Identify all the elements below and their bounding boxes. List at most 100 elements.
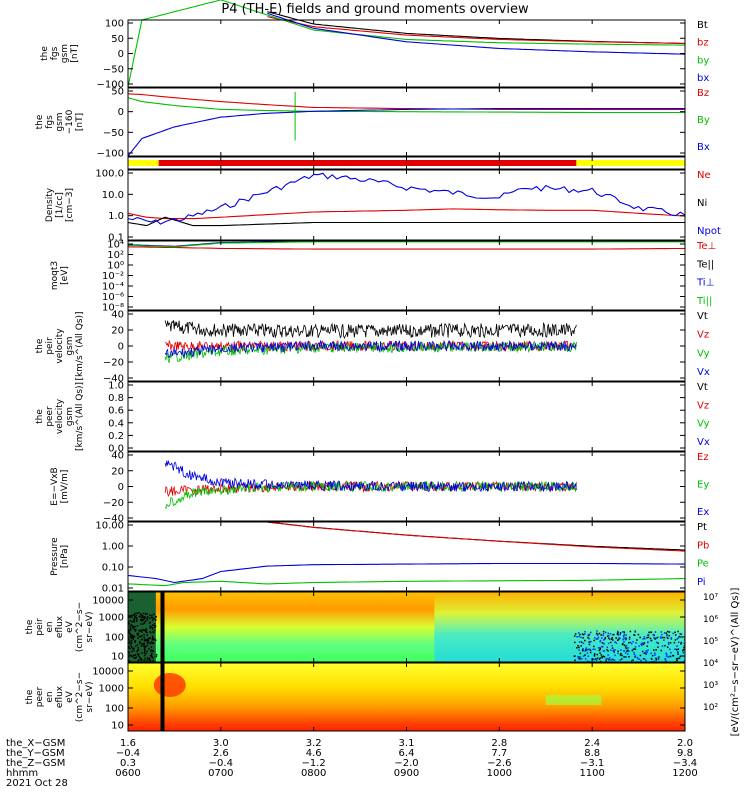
spectrogram-noise: [143, 647, 146, 649]
spectrogram-noise: [131, 621, 133, 623]
spectrogram-noise: [605, 658, 608, 661]
legend-entry: Ex: [697, 507, 709, 518]
spectrogram-noise: [130, 635, 132, 638]
y-tick-label: 0.8: [108, 393, 124, 404]
spectrogram-noise: [141, 616, 144, 619]
spectrogram-noise: [587, 636, 589, 639]
colorbar: [692, 592, 700, 732]
spectrogram-noise: [647, 649, 649, 651]
panel-frame: [127, 169, 686, 241]
spectrogram-noise: [132, 638, 135, 640]
y-axis-label: E=−VxB: [50, 467, 60, 505]
spectrogram-noise: [599, 647, 601, 650]
spectrogram-noise: [153, 624, 155, 627]
spectrogram-noise: [584, 650, 586, 652]
spectrogram-noise: [623, 641, 625, 643]
spectrogram-noise: [677, 653, 679, 655]
spectrogram-noise: [623, 656, 625, 658]
spectrogram-noise: [608, 638, 611, 641]
spectrogram-noise: [631, 649, 634, 652]
y-tick-label: 1.0: [108, 211, 124, 222]
y-axis-label: [nPa]: [60, 545, 70, 568]
y-tick-label: 20: [111, 466, 124, 477]
x-axis-value: 1000: [487, 768, 512, 779]
y-axis-label: [1/cc]: [55, 192, 65, 218]
y-tick-label: 0.4: [108, 418, 124, 429]
spectrogram-noise: [606, 648, 608, 651]
spectrogram-noise: [577, 644, 579, 647]
spectrogram-noise: [602, 632, 605, 635]
spectrogram-noise: [596, 657, 599, 659]
x-axis-value: 2.0: [677, 738, 693, 749]
spectrogram-noise: [657, 642, 659, 645]
spectrogram-noise: [653, 660, 656, 663]
x-axis-value: 1.6: [120, 738, 136, 749]
spectrogram-noise: [151, 656, 153, 658]
spectrogram-noise: [145, 620, 147, 622]
spectrogram-gap: [160, 663, 165, 731]
spectrogram-noise: [665, 655, 668, 657]
spectrogram-noise: [134, 640, 137, 642]
spectrogram-noise: [609, 657, 611, 659]
spectrogram-noise: [676, 645, 678, 647]
spectrogram-noise: [623, 635, 625, 637]
spectrogram-noise: [589, 631, 592, 634]
y-tick-label: 40: [111, 451, 124, 462]
x-axis-value: 9.8: [677, 748, 693, 759]
series-line-green: [164, 480, 577, 510]
spectrogram-noise: [149, 627, 152, 629]
spectrogram-noise: [136, 644, 139, 646]
y-tick-label: 10: [111, 652, 124, 663]
legend-entry: Vt: [697, 311, 708, 322]
spectrogram-noise: [134, 654, 137, 656]
spectrogram-noise: [655, 637, 658, 640]
x-axis-value: 0.3: [120, 758, 136, 769]
spectrogram-noise: [140, 629, 143, 631]
y-axis-label: gsm: [65, 407, 75, 426]
y-axis-label: fgs: [45, 115, 55, 129]
spectrogram-noise: [648, 631, 650, 634]
spectrogram-noise: [131, 640, 133, 642]
spectrogram-noise: [597, 636, 600, 639]
spectrogram-noise: [573, 655, 576, 657]
spectrogram-noise: [151, 636, 154, 639]
y-tick-label: −20: [103, 498, 124, 509]
spectrogram-noise: [616, 630, 619, 633]
spectrogram-noise: [574, 655, 576, 657]
spectrogram-noise: [133, 657, 135, 659]
spectrogram-noise: [130, 643, 132, 646]
spectrogram-noise: [135, 645, 137, 647]
spectrogram-noise: [128, 638, 130, 641]
series-line-green: [128, 578, 685, 587]
x-axis-value: −2.6: [487, 758, 511, 769]
panel-frame: [127, 19, 686, 88]
y-tick-label: 1.00: [102, 542, 124, 553]
colorbar-tick-label: 10³: [703, 681, 718, 691]
spectrogram-noise: [576, 647, 578, 649]
spectrogram-noise: [155, 655, 158, 658]
series-line-red: [128, 246, 685, 250]
spectrogram-noise: [139, 613, 142, 615]
y-tick-label: 0: [118, 482, 124, 493]
spectrogram-noise: [640, 659, 642, 662]
spectrogram-noise: [610, 638, 613, 640]
spectrogram-noise: [149, 642, 152, 645]
spectrogram-noise: [140, 645, 143, 647]
spectrogram-noise: [593, 645, 595, 648]
spectrogram-noise: [661, 636, 664, 639]
spectrogram-noise: [128, 629, 130, 631]
spectrogram-noise: [607, 632, 610, 635]
spectrogram-noise: [602, 650, 605, 652]
spectrogram-noise: [602, 634, 604, 637]
spectrogram-noise: [636, 656, 639, 659]
spectrogram-noise: [668, 634, 671, 637]
legend-entry: Bz: [697, 88, 709, 99]
x-axis-value: −3.1: [580, 758, 604, 769]
y-tick-label: 10⁻⁴: [102, 282, 124, 293]
spectrogram-noise: [574, 659, 576, 662]
spectrogram-noise: [628, 636, 631, 639]
spectrogram-noise: [140, 620, 143, 622]
spectrogram-noise: [143, 618, 146, 620]
legend-entry: Vy: [697, 419, 710, 430]
spectrogram-noise: [154, 629, 156, 632]
